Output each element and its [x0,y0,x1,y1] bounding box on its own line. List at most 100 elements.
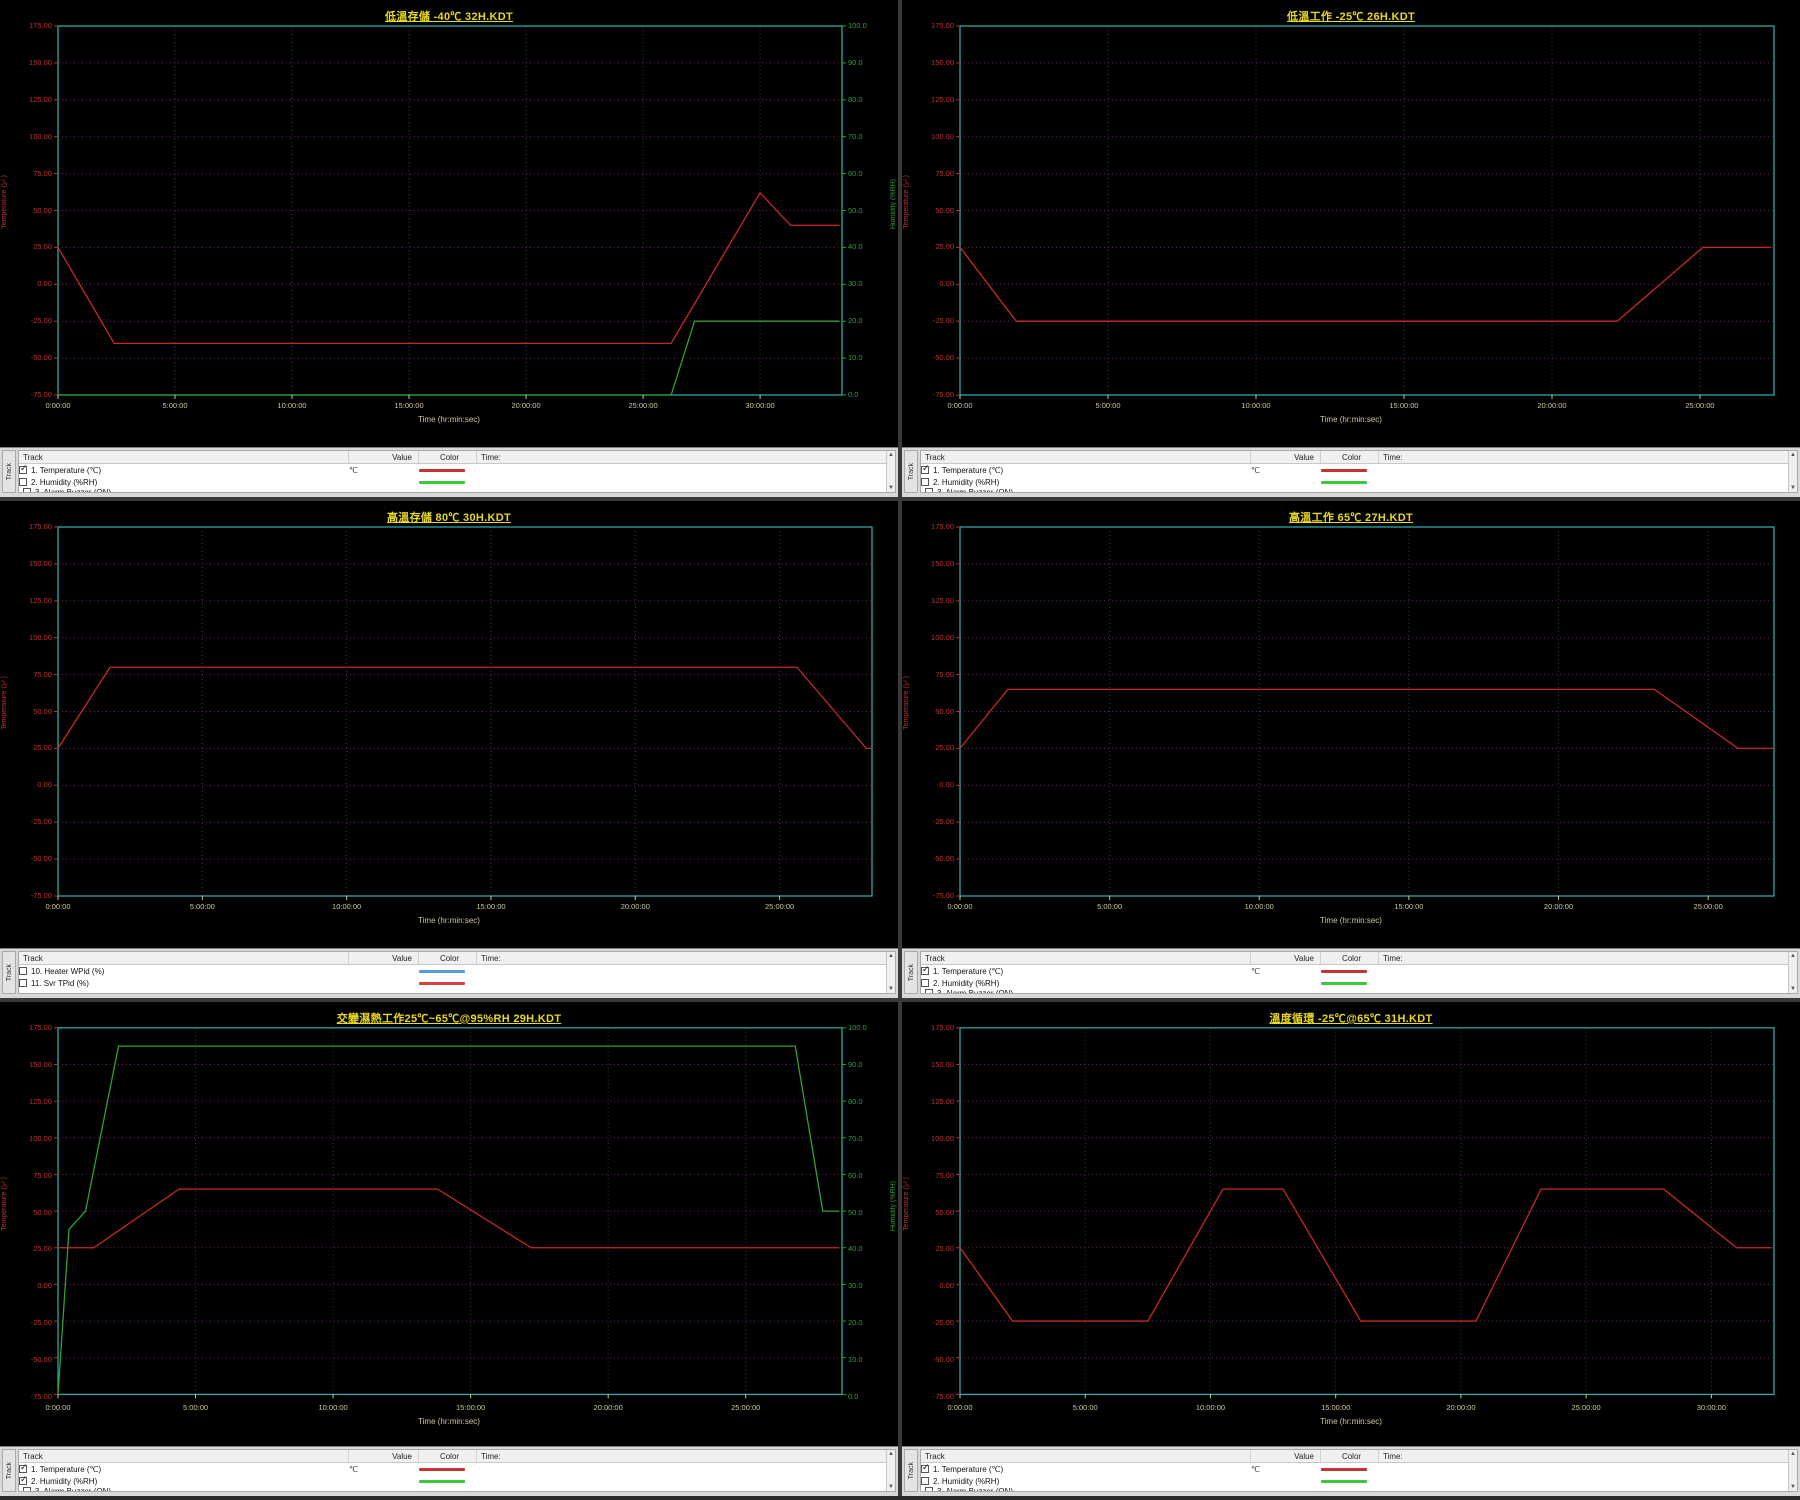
track-visibility-checkbox[interactable] [921,1477,929,1485]
track-column-header[interactable]: Track [921,451,1251,463]
scroll-up-icon[interactable]: ▲ [888,452,894,458]
track-column-header[interactable]: Track [921,1450,1251,1462]
track-tab[interactable]: Track [904,1449,918,1492]
track-visibility-checkbox[interactable] [19,1462,28,1473]
time-column-header[interactable]: Time: [481,1451,501,1461]
time-column-header[interactable]: Time: [1383,452,1403,462]
scroll-down-icon[interactable]: ▼ [888,986,894,992]
track-row-partial[interactable]: 3. Alarm Buzzer (ON) [19,1487,895,1491]
track-color-cell[interactable] [1321,1467,1379,1471]
track-color-cell[interactable] [419,969,477,973]
track-color-cell[interactable] [419,1479,477,1483]
track-visibility-checkbox[interactable] [925,1487,933,1491]
track-color-cell[interactable] [1321,981,1379,985]
time-column-header[interactable]: Time: [481,953,501,963]
scroll-down-icon[interactable]: ▼ [1790,1484,1796,1490]
track-row-partial[interactable]: 3. Alarm Buzzer (ON) [19,488,895,492]
time-column-header[interactable]: Time: [1383,1451,1403,1461]
track-color-cell[interactable] [1321,1479,1379,1483]
y-axis-tick-label: 125.00 [29,595,52,605]
track-tab[interactable]: Track [2,450,16,493]
value-column-header[interactable]: Value [1251,451,1321,463]
track-row[interactable]: 2. Humidity (%RH) [19,1474,895,1487]
track-visibility-checkbox[interactable] [921,1462,930,1473]
track-visibility-checkbox[interactable] [921,964,930,975]
value-column-header[interactable]: Value [1251,952,1321,964]
track-visibility-checkbox[interactable] [23,1487,31,1491]
track-row[interactable]: 1. Temperature (℃) ℃ [19,463,895,476]
track-row[interactable]: 2. Humidity (%RH) [921,476,1797,488]
track-visibility-checkbox[interactable] [925,488,933,492]
track-color-cell[interactable] [419,1467,477,1471]
track-column-header[interactable]: Track [19,952,349,964]
track-tab[interactable]: Track [2,1449,16,1492]
track-table-scrollbar[interactable]: ▲ ▼ [1788,952,1797,993]
track-table-scrollbar[interactable]: ▲ ▼ [1788,451,1797,492]
track-table-scrollbar[interactable]: ▲ ▼ [886,451,895,492]
chart-title: 低溫存儲 -40℃ 32H.KDT [385,11,513,23]
track-row-partial[interactable]: 3. Alarm Buzzer (ON) [921,989,1797,993]
value-column-header[interactable]: Value [1251,1450,1321,1462]
scroll-up-icon[interactable]: ▲ [888,953,894,959]
track-table-scrollbar[interactable]: ▲ ▼ [886,952,895,993]
track-visibility-checkbox[interactable] [921,478,929,486]
panel-divider-vertical [898,0,902,497]
track-column-header[interactable]: Track [19,451,349,463]
track-column-header[interactable]: Track [921,952,1251,964]
scroll-down-icon[interactable]: ▼ [888,1484,894,1490]
color-column-header[interactable]: Color [419,952,477,964]
track-color-cell[interactable] [419,468,477,472]
track-visibility-checkbox[interactable] [19,1474,28,1485]
track-table-scrollbar[interactable]: ▲ ▼ [886,1450,895,1491]
scroll-up-icon[interactable]: ▲ [1790,452,1796,458]
track-color-cell[interactable] [419,480,477,484]
track-color-cell[interactable] [1321,480,1379,484]
scroll-down-icon[interactable]: ▼ [1790,986,1796,992]
x-axis-tick-label: 0:00:00 [45,1403,71,1412]
color-column-header[interactable]: Color [419,1450,477,1462]
track-row-partial[interactable]: 3. Alarm Buzzer (ON) [921,1487,1797,1491]
track-visibility-checkbox[interactable] [921,979,929,987]
scroll-up-icon[interactable]: ▲ [888,1451,894,1457]
track-row[interactable]: 10. Heater WPid (%) [19,965,895,977]
track-row[interactable]: 2. Humidity (%RH) [19,476,895,488]
scroll-up-icon[interactable]: ▲ [1790,953,1796,959]
value-column-header[interactable]: Value [349,451,419,463]
y-axis-tick-label: 50.00 [33,1207,52,1217]
track-color-cell[interactable] [1321,969,1379,973]
track-row[interactable]: 11. Svr TPid (%) [19,977,895,989]
track-tab[interactable]: Track [2,951,16,994]
track-visibility-checkbox[interactable] [23,488,31,492]
track-row[interactable]: 1. Temperature (℃) ℃ [921,1462,1797,1475]
track-visibility-checkbox[interactable] [19,463,28,474]
track-tab[interactable]: Track [904,951,918,994]
time-column-header[interactable]: Time: [1383,953,1403,963]
track-row[interactable]: 1. Temperature (℃) ℃ [921,463,1797,476]
track-row-partial[interactable]: 3. Alarm Buzzer (ON) [921,488,1797,492]
track-row[interactable]: 1. Temperature (℃) ℃ [19,1462,895,1475]
color-column-header[interactable]: Color [1321,1450,1379,1462]
color-column-header[interactable]: Color [1321,952,1379,964]
color-column-header[interactable]: Color [1321,451,1379,463]
track-visibility-checkbox[interactable] [925,989,933,993]
scroll-down-icon[interactable]: ▼ [1790,485,1796,491]
value-column-header[interactable]: Value [349,952,419,964]
time-column-header[interactable]: Time: [481,452,501,462]
track-tab[interactable]: Track [904,450,918,493]
y-axis-tick-label: 75.00 [33,1170,52,1180]
track-table-scrollbar[interactable]: ▲ ▼ [1788,1450,1797,1491]
track-visibility-checkbox[interactable] [19,979,27,987]
track-color-cell[interactable] [1321,468,1379,472]
scroll-up-icon[interactable]: ▲ [1790,1451,1796,1457]
value-column-header[interactable]: Value [349,1450,419,1462]
track-visibility-checkbox[interactable] [19,478,27,486]
color-column-header[interactable]: Color [419,451,477,463]
scroll-down-icon[interactable]: ▼ [888,485,894,491]
track-row[interactable]: 2. Humidity (%RH) [921,977,1797,989]
track-visibility-checkbox[interactable] [921,463,930,474]
track-column-header[interactable]: Track [19,1450,349,1462]
track-color-cell[interactable] [419,981,477,985]
track-row[interactable]: 1. Temperature (℃) ℃ [921,964,1797,977]
track-row[interactable]: 2. Humidity (%RH) [921,1475,1797,1487]
track-visibility-checkbox[interactable] [19,967,27,975]
